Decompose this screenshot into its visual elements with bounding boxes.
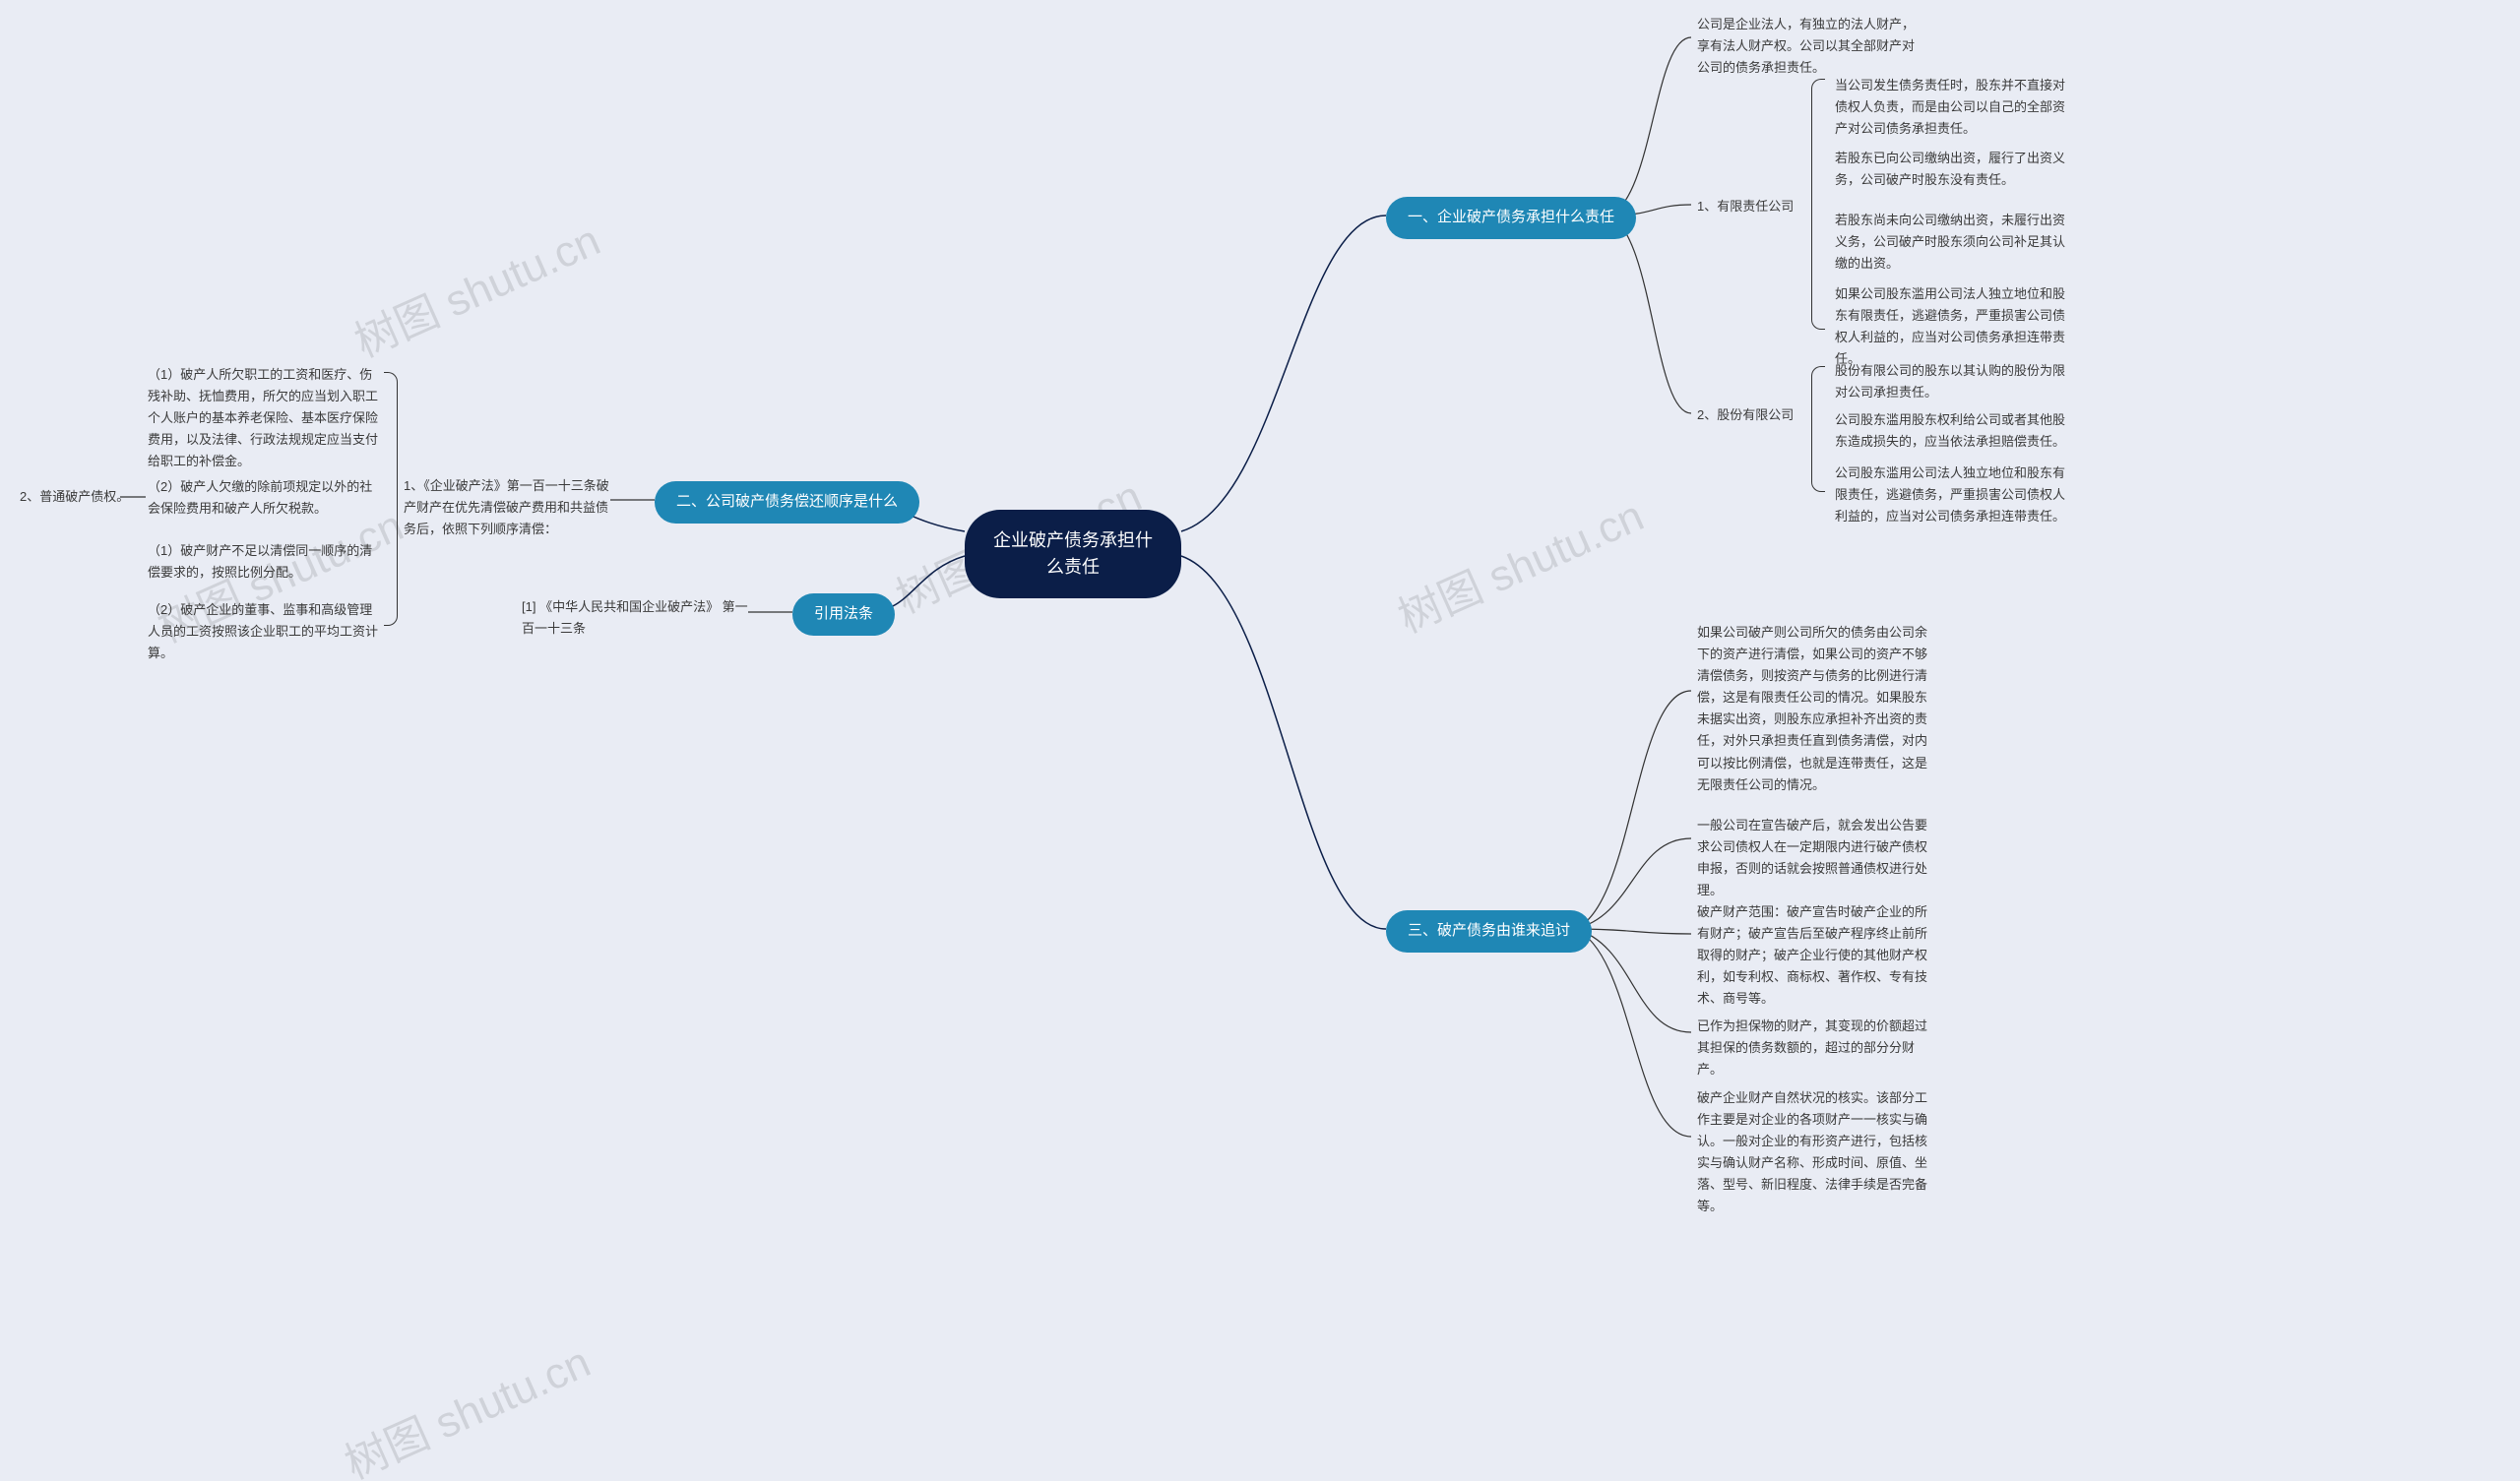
s3-p5: 破产企业财产自然状况的核实。该部分工作主要是对企业的各项财产一一核实与确认。一般… bbox=[1697, 1087, 1933, 1218]
watermark: 树图 shutu.cn bbox=[334, 1327, 599, 1481]
section-1: 一、企业破产债务承担什么责任 bbox=[1386, 197, 1636, 239]
s1-jsc-label: 2、股份有限公司 bbox=[1697, 404, 1794, 426]
s2-i4: （2）破产企业的董事、监事和高级管理人员的工资按照该企业职工的平均工资计算。 bbox=[148, 599, 382, 664]
s1-jsc-p3: 公司股东滥用公司法人独立地位和股东有限责任，逃避债务，严重损害公司债权人利益的，… bbox=[1835, 463, 2066, 527]
s1-llc-p3: 若股东尚未向公司缴纳出资，未履行出资义务，公司破产时股东须向公司补足其认缴的出资… bbox=[1835, 210, 2066, 275]
s2-i1: （1）破产人所欠职工的工资和医疗、伤残补助、抚恤费用，所欠的应当划入职工个人账户… bbox=[148, 364, 382, 472]
section-2-label: 二、公司破产债务偿还顺序是什么 bbox=[676, 491, 898, 514]
s3-p3: 破产财产范围：破产宣告时破产企业的所有财产；破产宣告后至破产程序终止前所取得的财… bbox=[1697, 901, 1933, 1010]
s1-jsc-p1: 股份有限公司的股东以其认购的股份为限对公司承担责任。 bbox=[1835, 360, 2066, 403]
section-1-label: 一、企业破产债务承担什么责任 bbox=[1408, 207, 1614, 229]
s1-jsc-p2: 公司股东滥用股东权利给公司或者其他股东造成损失的，应当依法承担赔偿责任。 bbox=[1835, 409, 2066, 453]
s1-llc-p2: 若股东已向公司缴纳出资，履行了出资义务，公司破产时股东没有责任。 bbox=[1835, 148, 2066, 191]
s3-p1: 如果公司破产则公司所欠的债务由公司余下的资产进行清偿，如果公司的资产不够清偿债务… bbox=[1697, 622, 1933, 796]
s2-ordinary: 2、普通破产债权。 bbox=[20, 486, 129, 508]
section-cite-label: 引用法条 bbox=[814, 603, 873, 626]
cite-ref: [1] 《中华人民共和国企业破产法》 第一百一十三条 bbox=[522, 596, 748, 640]
s2-ordinary-line bbox=[0, 0, 2520, 1481]
s1-llc-label: 1、有限责任公司 bbox=[1697, 196, 1794, 217]
section-3: 三、破产债务由谁来追讨 bbox=[1386, 910, 1592, 953]
root-node: 企业破产债务承担什么责任 bbox=[965, 510, 1181, 598]
s2-items-bracket bbox=[384, 372, 398, 626]
s1-llc-p4: 如果公司股东滥用公司法人独立地位和股东有限责任，逃避债务，严重损害公司债权人利益… bbox=[1835, 283, 2066, 370]
section-3-label: 三、破产债务由谁来追讨 bbox=[1408, 920, 1570, 943]
watermark: 树图 shutu.cn bbox=[1387, 481, 1653, 646]
s3-p2: 一般公司在宣告破产后，就会发出公告要求公司债权人在一定期限内进行破产债权申报，否… bbox=[1697, 815, 1933, 901]
section-cite: 引用法条 bbox=[792, 593, 895, 636]
s2-i3: （1）破产财产不足以清偿同一顺序的清偿要求的，按照比例分配。 bbox=[148, 540, 382, 584]
s1-intro: 公司是企业法人，有独立的法人财产，享有法人财产权。公司以其全部财产对公司的债务承… bbox=[1697, 14, 1923, 79]
section-2: 二、公司破产债务偿还顺序是什么 bbox=[655, 481, 919, 524]
root-title: 企业破产债务承担什么责任 bbox=[992, 527, 1154, 581]
s2-main-label: 1、《企业破产法》第一百一十三条破产财产在优先清偿破产费用和共益债务后，依照下列… bbox=[404, 475, 610, 540]
s1-jsc-bracket bbox=[1811, 366, 1825, 492]
s1-llc-bracket bbox=[1811, 79, 1825, 330]
s3-p4: 已作为担保物的财产，其变现的价额超过其担保的债务数额的，超过的部分分财产。 bbox=[1697, 1016, 1933, 1080]
s1-llc-p1: 当公司发生债务责任时，股东并不直接对债权人负责，而是由公司以自己的全部资产对公司… bbox=[1835, 75, 2066, 140]
s2-i2: （2）破产人欠缴的除前项规定以外的社会保险费用和破产人所欠税款。 bbox=[148, 476, 382, 520]
watermark: 树图 shutu.cn bbox=[344, 206, 609, 370]
connector-layer bbox=[0, 0, 2520, 1481]
